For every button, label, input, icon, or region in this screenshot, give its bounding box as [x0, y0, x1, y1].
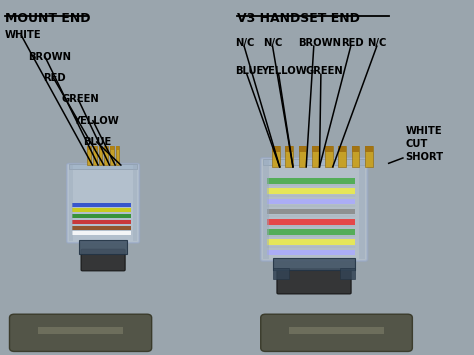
Bar — [273, 258, 355, 270]
Bar — [72, 214, 130, 218]
Bar — [79, 240, 127, 254]
Text: GREEN: GREEN — [306, 66, 344, 76]
Bar — [267, 239, 355, 245]
Bar — [267, 219, 355, 225]
FancyBboxPatch shape — [67, 164, 139, 243]
Bar — [99, 146, 102, 165]
Bar — [272, 146, 280, 152]
Bar — [69, 164, 137, 169]
Bar — [110, 146, 114, 151]
Bar — [133, 165, 137, 241]
Bar — [93, 146, 97, 165]
Bar — [267, 229, 355, 235]
Bar — [263, 159, 365, 165]
Bar — [273, 268, 289, 279]
Bar — [359, 160, 365, 259]
Bar — [289, 327, 384, 334]
Text: N/C: N/C — [235, 38, 254, 48]
Bar — [104, 146, 108, 151]
Bar — [263, 160, 269, 259]
Bar — [365, 146, 373, 167]
Bar — [299, 146, 306, 167]
Bar — [93, 146, 97, 151]
Bar — [339, 268, 355, 279]
Bar — [104, 146, 108, 165]
Bar — [312, 146, 319, 152]
Bar — [312, 146, 319, 167]
FancyBboxPatch shape — [277, 269, 351, 294]
Bar — [352, 146, 359, 167]
Bar — [365, 146, 373, 152]
Bar — [325, 146, 333, 152]
Text: GREEN: GREEN — [62, 94, 100, 104]
Text: RED: RED — [341, 38, 364, 48]
Text: YELLOW: YELLOW — [73, 116, 119, 126]
FancyBboxPatch shape — [261, 158, 367, 261]
Bar — [69, 165, 73, 241]
Bar — [285, 146, 293, 167]
Bar — [267, 189, 355, 194]
Bar — [99, 146, 102, 151]
Bar — [116, 146, 119, 151]
Bar — [72, 208, 130, 212]
Text: BROWN: BROWN — [28, 52, 72, 62]
Text: WHITE
CUT
SHORT: WHITE CUT SHORT — [405, 126, 443, 162]
Text: YELLOW: YELLOW — [261, 66, 307, 76]
Bar — [267, 250, 355, 255]
Bar — [338, 146, 346, 152]
Text: N/C: N/C — [263, 38, 283, 48]
Bar — [116, 146, 119, 165]
FancyBboxPatch shape — [261, 314, 412, 351]
Bar — [72, 203, 130, 207]
FancyBboxPatch shape — [81, 249, 125, 271]
Bar — [338, 146, 346, 167]
Bar — [110, 146, 114, 165]
Bar — [272, 146, 280, 167]
Text: BLUE: BLUE — [83, 137, 111, 147]
Bar — [72, 225, 130, 230]
Text: RED: RED — [43, 73, 65, 83]
Text: BROWN: BROWN — [299, 38, 342, 48]
Bar — [325, 146, 333, 167]
Text: WHITE: WHITE — [5, 31, 41, 40]
Bar — [87, 146, 91, 151]
Bar — [267, 199, 355, 204]
Bar — [267, 209, 355, 214]
Bar — [285, 146, 293, 152]
Text: V3 HANDSET END: V3 HANDSET END — [237, 12, 360, 26]
Bar — [87, 146, 91, 165]
Bar — [38, 327, 123, 334]
Bar — [267, 178, 355, 184]
Bar — [72, 220, 130, 224]
Bar — [299, 146, 306, 152]
Bar — [72, 231, 130, 235]
Text: BLUE: BLUE — [235, 66, 263, 76]
Bar — [352, 146, 359, 152]
Text: MOUNT END: MOUNT END — [5, 12, 90, 26]
Text: N/C: N/C — [367, 38, 387, 48]
FancyBboxPatch shape — [9, 314, 152, 351]
